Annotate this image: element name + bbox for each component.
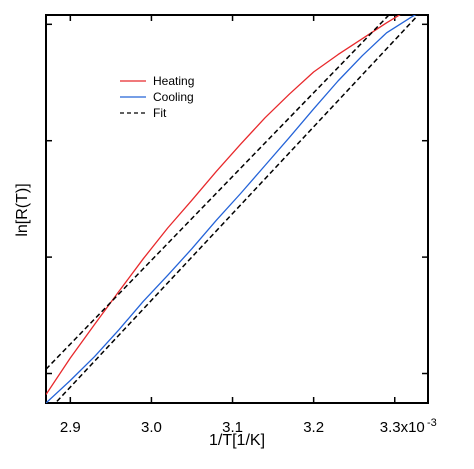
series-line-fit-3 xyxy=(54,15,420,403)
x-tick-label-3: 3.2 xyxy=(303,419,324,436)
series-line-cooling-1 xyxy=(46,15,417,403)
x-tick-label-2: 3.1 xyxy=(222,419,243,436)
legend-label-fit: Fit xyxy=(153,106,167,120)
y-axis-label: ln[R(T)] xyxy=(14,183,31,236)
series-line-fit-2 xyxy=(46,15,390,370)
legend-label-cooling: Cooling xyxy=(153,90,194,104)
x-tick-label-4: 3.3x10 xyxy=(380,419,425,436)
legend: Heating Cooling Fit xyxy=(120,74,194,120)
x-exponent-label: -3 xyxy=(427,417,437,429)
plot-frame xyxy=(45,14,429,404)
x-tick-label-0: 2.9 xyxy=(60,419,81,436)
x-tick-labels: 2.9 3.0 3.1 3.2 3.3x10 xyxy=(60,419,425,436)
x-tick-label-1: 3.0 xyxy=(141,419,162,436)
x-axis-label: 1/T[1/K] xyxy=(209,432,265,449)
axis-ticks xyxy=(46,15,428,403)
legend-label-heating: Heating xyxy=(153,74,194,88)
series-group xyxy=(46,15,420,403)
